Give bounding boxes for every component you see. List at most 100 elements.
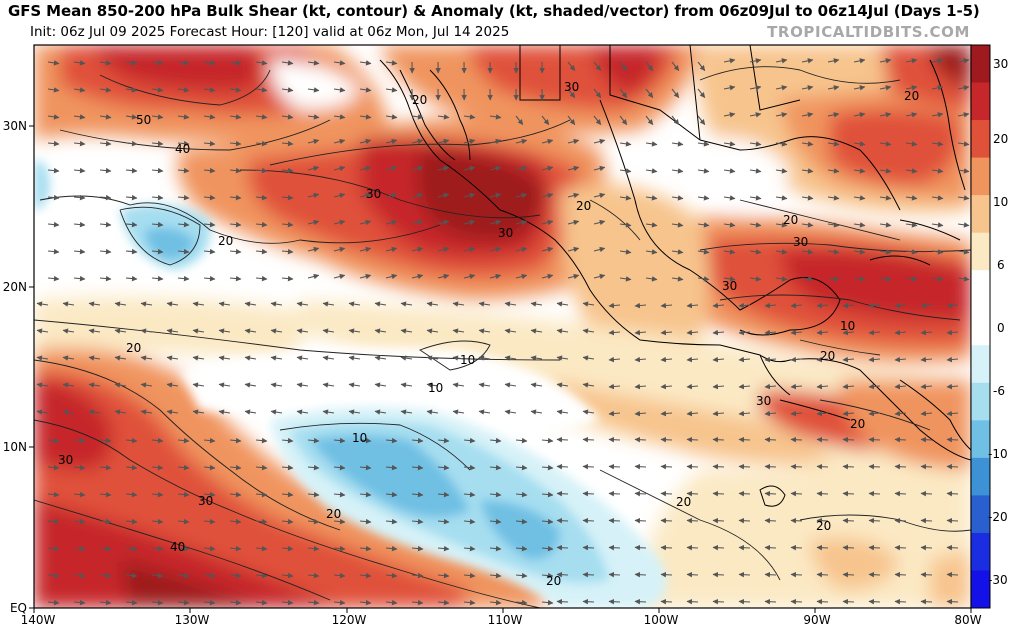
vector-arrow [177,464,190,471]
vector-arrow [515,192,528,199]
vector-arrow [47,60,60,66]
vector-arrow [816,571,829,578]
vector-arrow [47,599,60,606]
vector-arrow [489,246,502,253]
vector-arrow [125,248,138,255]
vector-arrow [764,544,777,551]
vector-arrow [463,138,476,145]
vector-arrow [151,87,164,93]
vector-arrow [645,195,658,201]
contour-label: 20 [546,574,561,588]
vector-arrow [255,275,268,282]
vector-arrow [333,464,346,471]
vector-arrow [411,138,424,145]
vector-arrow [608,517,621,524]
vector-arrow [801,168,814,174]
vector-arrow [853,276,866,282]
vector-arrow [125,140,138,147]
vector-arrow [244,382,257,388]
vector-arrow [712,463,725,470]
vector-arrow [946,490,959,497]
vector-arrow [645,61,654,72]
vector-arrow [894,329,907,336]
vector-arrow [478,301,491,307]
vector-arrow [73,114,86,120]
vector-arrow [229,518,242,525]
vector-arrow [920,544,933,551]
vector-arrow [463,518,476,525]
colorbar-labels: 30 20 10 6 0 -6 -10 -20 -30 [988,57,1008,587]
vector-arrow [489,138,502,145]
vector-arrow [203,140,216,147]
vector-arrow [541,115,550,126]
vector-arrow [593,165,606,172]
vector-arrow [125,114,138,120]
contour-label: 40 [175,142,190,156]
vector-arrow [125,572,138,579]
vector-arrow [411,165,424,172]
vector-arrow [307,491,320,498]
vector-arrow [307,246,320,253]
vector-arrow [374,382,387,388]
colorbar-label: 30 [993,57,1008,71]
vector-arrow [229,60,242,66]
vector-arrow [359,464,372,471]
vector-arrow [62,409,75,415]
vector-arrow [738,436,751,443]
vector-arrow [504,382,517,388]
vector-arrow [385,60,398,66]
vector-arrow [946,517,959,524]
vector-arrow [868,356,881,363]
vector-arrow [47,491,60,498]
vector-arrow [749,195,762,201]
vector-arrow [842,544,855,551]
vector-arrow [203,221,216,228]
vector-arrow [333,437,346,444]
vector-arrow [593,192,606,199]
vector-arrow [192,328,205,334]
vector-arrow [177,87,190,93]
vector-arrow [307,114,320,120]
vector-arrow [359,87,372,93]
vector-arrow [177,221,190,228]
vector-arrow [73,545,86,552]
vector-arrow [463,273,476,280]
vector-arrow [177,275,190,282]
vector-arrow [203,114,216,120]
vector-arrow [489,192,502,199]
vector-arrow [99,545,112,552]
vector-arrow [790,410,803,417]
vector-arrow [686,410,699,417]
vector-arrow [177,60,190,66]
vector-arrow [775,222,788,228]
vector-arrow [489,572,502,579]
vector-arrow [671,276,684,282]
vector-arrow [437,192,450,199]
vector-arrow [218,382,231,388]
vector-arrow [853,195,866,201]
vector-arrow [426,301,439,307]
vector-arrow [660,410,673,417]
vector-arrow [567,192,580,199]
vector-arrow [957,112,970,118]
vector-arrow [203,437,216,444]
anomaly-vectors [36,58,970,606]
vector-arrow [255,60,268,66]
anomaly-shading [34,45,971,608]
vector-arrow [957,195,970,201]
vector-arrow [582,490,595,497]
vector-arrow [489,545,502,552]
vector-arrow [634,463,647,470]
vector-arrow [437,273,450,280]
contour-label: 30 [793,235,808,249]
vector-arrow [816,490,829,497]
vector-arrow [582,301,595,307]
lon-label: 80W [954,613,981,627]
vector-arrow [671,61,680,72]
vector-arrow [764,383,777,390]
contour-label: 10 [840,319,855,333]
vector-arrow [229,464,242,471]
vector-arrow [229,221,242,228]
vector-arrow [660,302,673,309]
vector-arrow [827,141,840,147]
